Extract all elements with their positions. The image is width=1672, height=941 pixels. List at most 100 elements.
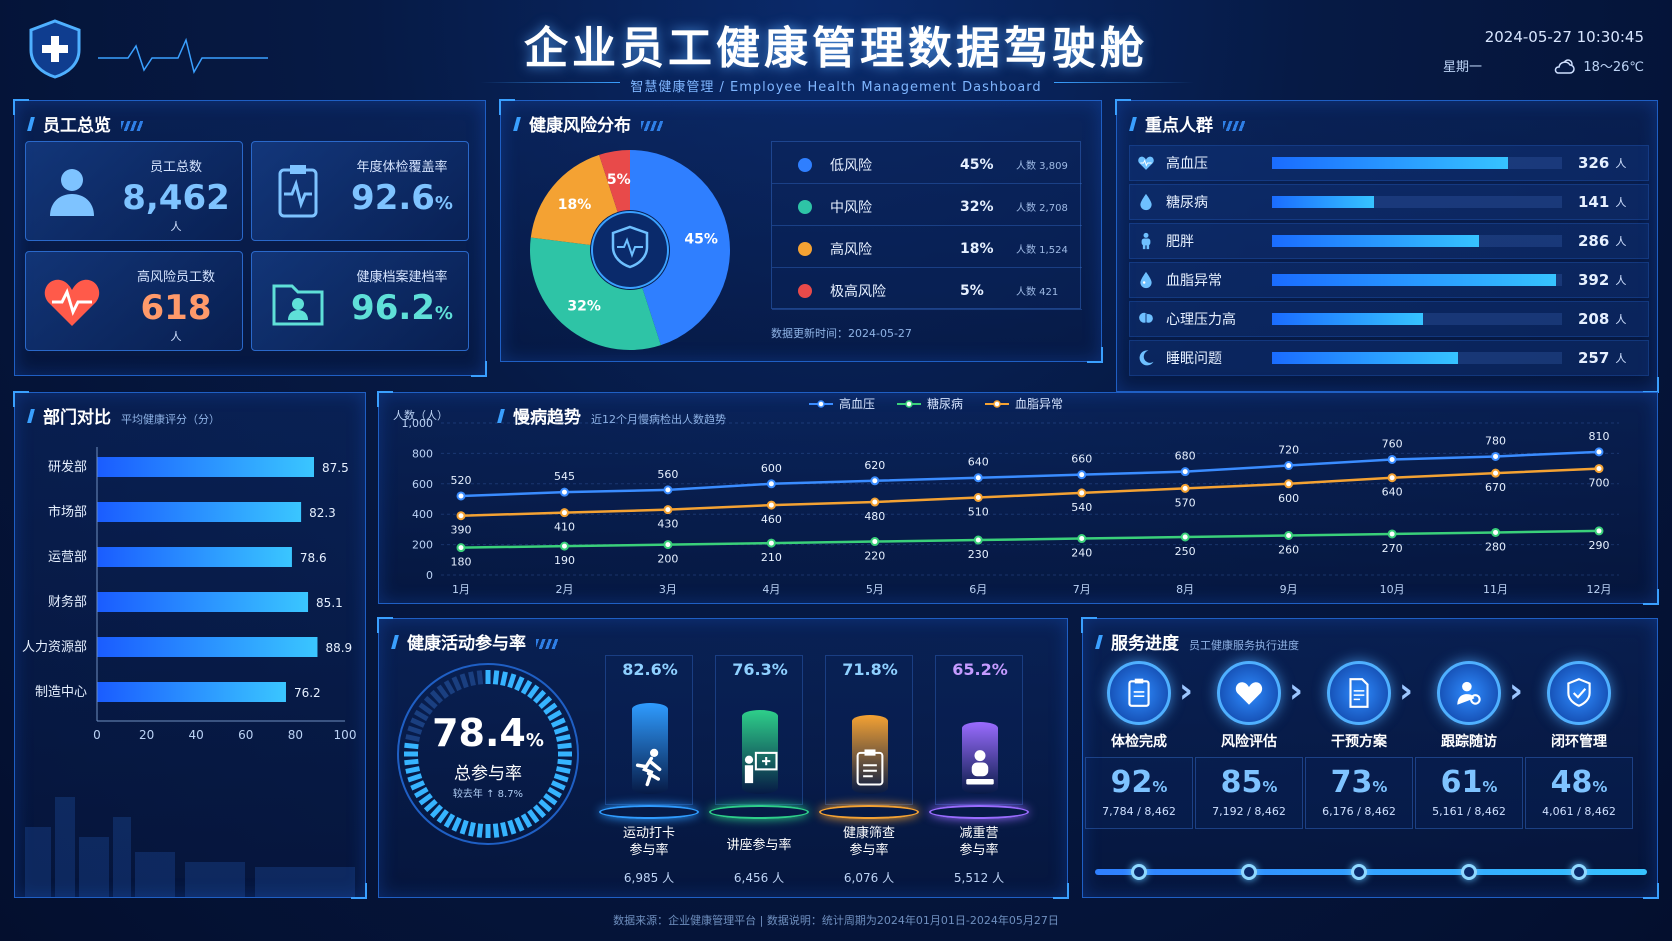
- ring-segment: [527, 809, 540, 824]
- key-group-unit: 人: [1615, 196, 1627, 209]
- service-step-ratio: 4,061 / 8,462: [1542, 805, 1616, 818]
- stat-card: 员工总数 8,462 人: [25, 141, 243, 241]
- page-subtitle: 智慧健康管理 / Employee Health Management Dash…: [630, 80, 1042, 95]
- ring-segment: [547, 786, 562, 799]
- document-icon: [1349, 678, 1369, 708]
- ring-segment: [405, 766, 421, 774]
- legend-dot: [798, 157, 812, 172]
- trend-point: [1180, 467, 1190, 477]
- dept-tick: 0: [93, 728, 101, 742]
- ring-segment: [555, 734, 571, 742]
- key-group-track: [1272, 352, 1562, 364]
- activity-label: 运动打卡 参与率: [622, 826, 675, 858]
- trend-point: [456, 491, 466, 501]
- ring-segment: [405, 734, 421, 742]
- dept-tick: 40: [189, 728, 204, 742]
- trend-data-label: 520: [451, 474, 472, 487]
- heartbeat-line-decoration: [98, 37, 268, 74]
- service-step-box: [1305, 757, 1413, 829]
- trend-point: [973, 492, 983, 502]
- risk-slice-label: 32%: [567, 298, 601, 314]
- trend-data-label: 290: [1589, 539, 1610, 552]
- heart-pulse-icon: [1138, 156, 1154, 170]
- ring-segment: [468, 821, 476, 837]
- trend-data-label: 660: [1071, 453, 1092, 466]
- trend-ytick: 800: [412, 447, 433, 460]
- trend-series-line: [460, 467, 1600, 517]
- trend-data-label: 600: [761, 462, 782, 475]
- legend-label: 糖尿病: [927, 397, 964, 411]
- key-group-count: 257: [1578, 349, 1610, 367]
- trend-point: [1284, 530, 1294, 540]
- trend-data-label: 240: [1071, 547, 1092, 560]
- activity-panel: 健康活动参与率 78.4% 总参与率 较去年 ↑ 8.7% 82.6% 运动打卡…: [377, 617, 1069, 899]
- brain-icon: [1139, 312, 1153, 324]
- activity-base-glow: [709, 805, 809, 819]
- trend-point: [456, 511, 466, 521]
- trend-ytick: 200: [412, 539, 433, 552]
- ring-segment: [507, 819, 517, 835]
- trend-point: [1077, 488, 1087, 498]
- trend-point: [1077, 534, 1087, 544]
- trend-point: [1387, 529, 1397, 539]
- trend-point: [559, 487, 569, 497]
- clipboard-heartbeat-icon: [278, 165, 318, 218]
- key-group-count: 286: [1578, 232, 1610, 250]
- service-step-pct: 61%: [1440, 765, 1498, 800]
- dept-bar: [97, 457, 314, 477]
- ring-segment: [547, 709, 562, 722]
- clipboard-icon: [856, 749, 884, 786]
- risk-panel: 健康风险分布 45% 32% 18% 5% 低风险 45% 人数 3,809 中风险 …: [499, 99, 1103, 363]
- trend-data-label: 640: [1382, 486, 1403, 499]
- ring-segment: [404, 742, 419, 750]
- key-group-name: 心理压力高: [1166, 312, 1236, 328]
- dept-value: 87.5: [322, 461, 349, 475]
- shield-check-icon: [1567, 678, 1591, 707]
- key-group-row: 心理压力高 208 人: [1129, 301, 1649, 337]
- dept-label: 运营部: [48, 550, 87, 565]
- legend-count: 人数 3,809: [1016, 161, 1068, 172]
- service-step-ratio: 6,176 / 8,462: [1322, 805, 1396, 818]
- risk-slice-label: 45%: [684, 232, 718, 248]
- trend-point: [1491, 468, 1501, 478]
- trend-xtick: 3月: [659, 583, 677, 596]
- trend-ylabel: 人数（人）: [393, 409, 448, 422]
- legend-count: 人数 421: [1016, 287, 1059, 298]
- risk-slice: [630, 150, 730, 346]
- activity-item: 71.8%: [825, 655, 913, 805]
- service-step-ratio: 7,192 / 8,462: [1212, 805, 1286, 818]
- ring-segment: [451, 676, 462, 692]
- dept-label: 市场部: [48, 504, 87, 520]
- users-icon: [50, 169, 94, 216]
- ring-segment: [520, 813, 533, 828]
- stat-value: 8,462: [122, 178, 230, 218]
- key-group-count: 141: [1578, 193, 1610, 211]
- shield-logo-icon: [29, 19, 81, 79]
- trend-title: 慢病趋势 近12个月慢病检出人数趋势: [497, 403, 726, 428]
- trend-xtick: 5月: [866, 583, 884, 596]
- dept-tick: 100: [334, 728, 357, 742]
- total-participation-value: 78.4%: [432, 711, 544, 755]
- dept-value: 76.2: [294, 686, 321, 700]
- ring-segment: [514, 676, 525, 692]
- ring-segment: [443, 813, 456, 828]
- trend-legend-item: 血脂异常: [985, 395, 1063, 412]
- risk-legend-item: 极高风险 5% 人数 421: [772, 272, 1082, 310]
- trend-xtick: 7月: [1073, 583, 1091, 596]
- key-group-name: 高血压: [1166, 156, 1208, 172]
- trend-ytick: 1,000: [402, 417, 434, 430]
- weather: 18～26℃: [1553, 56, 1644, 75]
- trend-point: [559, 541, 569, 551]
- ring-segment: [532, 804, 547, 819]
- trend-xtick: 12月: [1587, 583, 1612, 596]
- ring-segment: [538, 695, 553, 710]
- legend-label: 血脂异常: [1015, 397, 1064, 411]
- key-group-row: 血脂异常 392 人: [1129, 262, 1649, 298]
- trend-point: [663, 505, 673, 515]
- activity-count: 5,512 人: [953, 871, 1005, 885]
- key-group-bar: [1272, 196, 1375, 208]
- trend-point: [663, 485, 673, 495]
- risk-slice: [599, 150, 630, 212]
- service-step-pct: 48%: [1550, 765, 1608, 800]
- ring-segment: [527, 684, 540, 699]
